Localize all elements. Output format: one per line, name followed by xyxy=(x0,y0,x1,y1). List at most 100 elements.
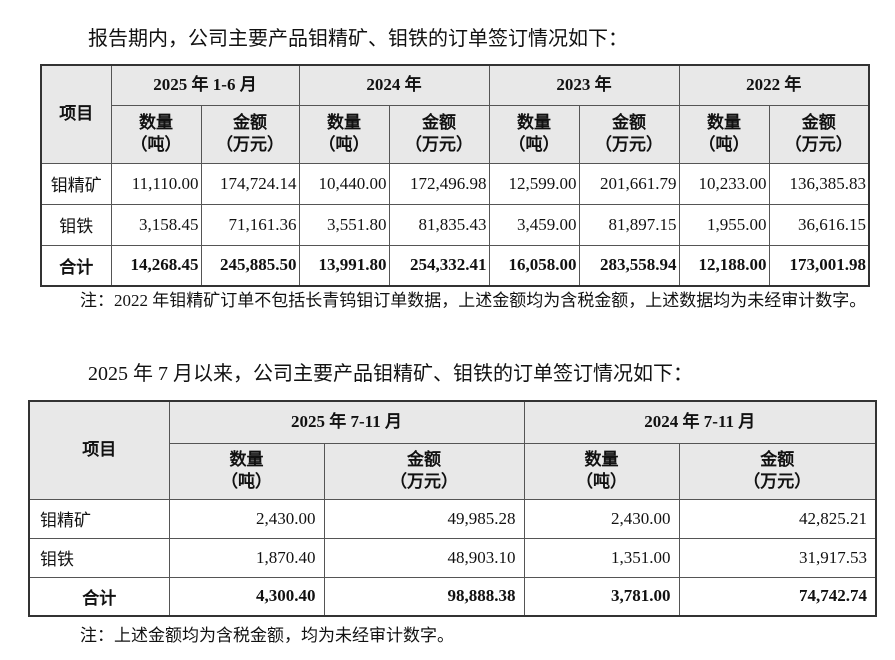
header-text: （万元） xyxy=(390,472,458,491)
value-cell: 42,825.21 xyxy=(678,498,877,539)
header-cell: 数量 （吨） xyxy=(488,104,580,164)
data-row: 钼精矿 11,110.00 174,724.14 10,440.00 172,496.9… xyxy=(40,162,870,205)
data-row: 合计 4,300.40 98,888.38 3,781.00 74,742.74 xyxy=(28,576,877,617)
header-text: （万元） xyxy=(595,135,664,154)
value-cell: 16,058.00 xyxy=(488,244,580,287)
value-cell: 98,888.38 xyxy=(323,576,525,617)
header-text: 金额 xyxy=(422,113,457,132)
header-text: （吨） xyxy=(130,135,182,154)
value-cell: 283,558.94 xyxy=(578,244,680,287)
header-cell: 金额 （万元） xyxy=(578,104,680,164)
header-text: （万元） xyxy=(784,135,853,154)
value-cell: 81,835.43 xyxy=(388,203,490,246)
row-label: 钼铁 xyxy=(28,537,170,578)
value-cell: 3,551.80 xyxy=(298,203,390,246)
value-cell: 1,870.40 xyxy=(168,537,325,578)
header-text: 金额 xyxy=(760,450,795,469)
value-cell: 11,110.00 xyxy=(110,162,202,205)
value-cell: 1,351.00 xyxy=(523,537,680,578)
value-cell: 10,233.00 xyxy=(678,162,770,205)
value-cell: 3,459.00 xyxy=(488,203,580,246)
header-cell: 2025 年 1-6 月 xyxy=(110,64,300,106)
data-row: 钼铁 3,158.45 71,161.36 3,551.80 81,835.43 3,45… xyxy=(40,203,870,246)
header-row: 数量 （吨） 金额 （万元） 数量 （吨） 金额 （万元） xyxy=(29,442,877,500)
value-cell: 12,599.00 xyxy=(488,162,580,205)
header-cell: 2025 年 7-11 月 xyxy=(168,400,525,444)
header-cell: 2024 年 7-11 月 xyxy=(523,400,877,444)
header-text: 数量 xyxy=(327,113,362,132)
data-row: 合计 14,268.45 245,885.50 13,991.80 254,332.41… xyxy=(40,244,870,287)
header-cell: 数量 （吨） xyxy=(110,104,202,164)
header-text: 金额 xyxy=(233,113,267,132)
order-table: 项目 2025 年 7-11 月 2024 年 7-11 月数量 （吨） 金额 （万元）数… xyxy=(28,400,878,617)
header-text: 金额 xyxy=(801,113,836,132)
row-label: 钼精矿 xyxy=(28,498,170,539)
header-text: （吨） xyxy=(508,135,560,154)
row-label: 合计 xyxy=(28,576,170,617)
value-cell: 74,742.74 xyxy=(678,576,877,617)
header-cell: 数量 （吨） xyxy=(523,442,680,500)
value-cell: 245,885.50 xyxy=(200,244,300,287)
header-text: （万元） xyxy=(216,135,284,154)
header-cell: 数量 （吨） xyxy=(298,104,390,164)
header-text: （万元） xyxy=(743,472,812,491)
header-text: 数量 xyxy=(229,450,264,469)
header-row: 项目 2025 年 7-11 月 2024 年 7-11 月 xyxy=(28,400,877,500)
intro: 2025 年 7 月以来，公司主要产品钼精矿、钼铁的订单签订情况如下： xyxy=(88,363,693,385)
header-text: 金额 xyxy=(612,113,647,132)
header-text: 数量 xyxy=(517,113,552,132)
header-cell: 2022 年 xyxy=(678,64,870,106)
value-cell: 173,001.98 xyxy=(768,244,870,287)
note: 注：上述金额均为含税金额，均为未经审计数字。 xyxy=(80,626,454,645)
header-cell: 金额 （万元） xyxy=(323,442,525,500)
data-row: 钼铁 1,870.40 48,903.10 1,351.00 31,917.53 xyxy=(28,537,877,578)
value-cell: 3,781.00 xyxy=(523,576,680,617)
header-cell: 金额 （万元） xyxy=(200,104,300,164)
header-row: 数量 （吨） 金额 （万元） 数量 （吨） 金额 （万元） 数量 （吨） 金额 （万元） 数量 （吨） 金额… xyxy=(41,104,870,164)
header-text: （吨） xyxy=(698,135,750,154)
header-cell: 数量 （吨） xyxy=(678,104,770,164)
header-text: 数量 xyxy=(584,450,619,469)
value-cell: 49,985.28 xyxy=(323,498,525,539)
header-cell: 金额 （万元） xyxy=(768,104,870,164)
header-cell: 数量 （吨） xyxy=(168,442,325,500)
header-cell: 2024 年 xyxy=(298,64,490,106)
value-cell: 81,897.15 xyxy=(578,203,680,246)
value-cell: 4,300.40 xyxy=(168,576,325,617)
header-row: 项目 2025 年 1-6 月 2024 年 2023 年 2022 年 xyxy=(40,64,870,164)
value-cell: 36,616.15 xyxy=(768,203,870,246)
row-label: 钼精矿 xyxy=(40,162,112,205)
header-text: （吨） xyxy=(576,472,628,491)
intro: 报告期内，公司主要产品钼精矿、钼铁的订单签订情况如下： xyxy=(88,28,628,50)
value-cell: 2,430.00 xyxy=(168,498,325,539)
header-text: 数量 xyxy=(139,113,173,132)
value-cell: 14,268.45 xyxy=(110,244,202,287)
row-label: 钼铁 xyxy=(40,203,112,246)
value-cell: 136,385.83 xyxy=(768,162,870,205)
row-label: 合计 xyxy=(40,244,112,287)
header-cell: 金额 （万元） xyxy=(388,104,490,164)
value-cell: 1,955.00 xyxy=(678,203,770,246)
header-text: 金额 xyxy=(407,450,441,469)
note: 注：2022 年钼精矿订单不包括长青钨钼订单数据，上述金额均为含税金额，上述数据… xyxy=(80,291,867,310)
value-cell: 254,332.41 xyxy=(388,244,490,287)
header-cell: 2023 年 xyxy=(488,64,680,106)
value-cell: 3,158.45 xyxy=(110,203,202,246)
value-cell: 31,917.53 xyxy=(678,537,877,578)
value-cell: 71,161.36 xyxy=(200,203,300,246)
value-cell: 2,430.00 xyxy=(523,498,680,539)
header-cell: 项目 xyxy=(40,64,112,164)
header-cell: 金额 （万元） xyxy=(678,442,877,500)
value-cell: 12,188.00 xyxy=(678,244,770,287)
value-cell: 10,440.00 xyxy=(298,162,390,205)
order-table: 项目 2025 年 1-6 月 2024 年 2023 年 2022 年数量 （吨） 金额 （… xyxy=(40,64,871,287)
header-cell: 项目 xyxy=(28,400,170,500)
value-cell: 48,903.10 xyxy=(323,537,525,578)
header-text: （吨） xyxy=(318,135,370,154)
header-text: （万元） xyxy=(405,135,474,154)
header-text: 数量 xyxy=(707,113,742,132)
data-row: 钼精矿 2,430.00 49,985.28 2,430.00 42,825.21 xyxy=(28,498,877,539)
value-cell: 174,724.14 xyxy=(200,162,300,205)
value-cell: 201,661.79 xyxy=(578,162,680,205)
